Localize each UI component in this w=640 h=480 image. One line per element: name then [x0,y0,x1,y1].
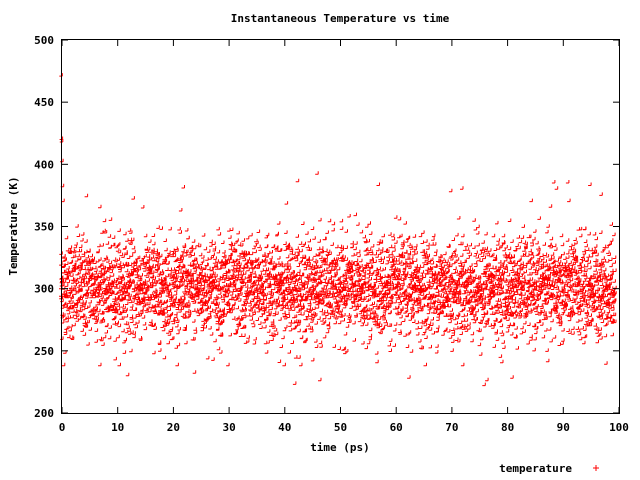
temperature-point [599,192,603,196]
temperature-point [460,186,464,190]
temperature-point [131,196,135,200]
x-tick-label: 0 [59,421,66,434]
y-tick-label: 450 [34,96,54,109]
y-tick-label: 500 [34,34,54,47]
x-tick-label: 10 [111,421,124,434]
y-axis-label: Temperature (K) [7,176,20,275]
x-tick-label: 50 [334,421,347,434]
y-tick-label: 300 [34,283,54,296]
temperature-point [292,381,297,385]
temperature-point [376,182,380,186]
temperature-point [84,193,89,198]
temperature-point [510,375,514,379]
chart-title: Instantaneous Temperature vs time [231,12,450,25]
temperature-point [482,382,486,387]
temperature-point [61,362,66,367]
x-axis-label: time (ps) [310,441,370,454]
x-tick-label: 100 [609,421,629,434]
x-tick-label: 20 [167,421,180,434]
temperature-points-band [59,198,617,367]
temperature-point [192,370,197,374]
x-tick-label: 70 [445,421,458,434]
x-tick-label: 40 [278,421,291,434]
temperature-point [485,377,489,382]
temperature-point [318,377,322,382]
x-tick-label: 30 [222,421,235,434]
y-tick-label: 350 [34,221,54,234]
legend-label: temperature [499,462,572,475]
temperature-point [181,185,185,189]
x-tick-label: 80 [501,421,514,434]
legend-marker [593,465,599,471]
temperature-point [565,180,570,184]
temperature-point [315,171,319,175]
temperature-point [551,180,556,184]
x-tick-label: 90 [557,421,570,434]
temperature-point [448,188,453,193]
temperature-point [226,362,230,367]
x-tick-label: 60 [390,421,403,434]
temperature-point [70,273,74,277]
plot-frame [61,39,620,414]
temperature-point [554,186,559,190]
legend-plus-marker [593,465,599,471]
legend: temperature [499,462,599,475]
temperature-point [125,372,130,377]
y-tick-label: 200 [34,407,54,420]
temperature-point [64,304,69,308]
y-tick-label: 400 [34,158,54,171]
temperature-point [588,182,592,186]
temperature-point [295,178,300,183]
y-tick-label: 250 [34,345,54,358]
temperature-point [98,204,102,209]
temperature-point [407,375,411,379]
temperature-point [284,201,289,205]
